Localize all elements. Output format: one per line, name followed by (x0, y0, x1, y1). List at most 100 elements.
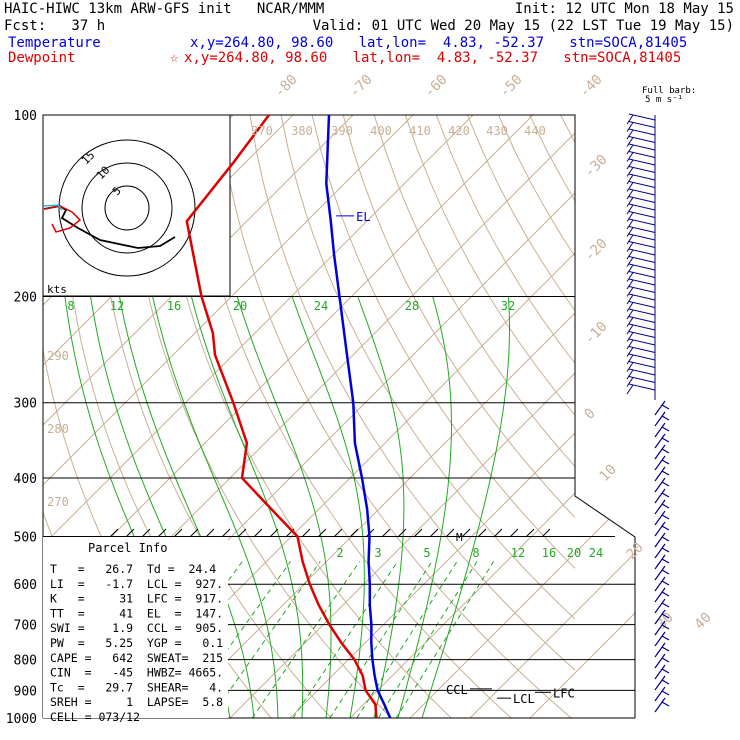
mixing-ratio-label: 3 (374, 546, 381, 560)
pressure-label: 400 (14, 472, 37, 487)
hatch-mark (157, 528, 167, 538)
parcel-info-row: CELL = 073/12 (50, 710, 140, 724)
isotherm-label: 10 (597, 462, 620, 485)
moist-adiabat-label: 20 (233, 299, 247, 313)
wind-barb (626, 279, 634, 290)
parcel-info-row: CIN = -45 HWBZ= 4665. (50, 666, 223, 680)
wind-barb (654, 642, 666, 658)
wind-barb (661, 404, 670, 410)
wind-barb (628, 263, 656, 271)
wind-barb (661, 602, 670, 608)
wind-barb (654, 411, 666, 427)
wind-barb (661, 668, 670, 674)
wind-barb (626, 227, 634, 237)
wind-barb (628, 308, 656, 316)
hatch-mark (541, 528, 551, 538)
wind-barb (626, 324, 634, 335)
wind-barb (626, 332, 634, 342)
dry-adiabat (218, 115, 572, 718)
ccl-label: CCL (446, 683, 468, 697)
wind-barb (628, 151, 656, 158)
mixing-ratio-line (356, 561, 458, 718)
wind-barb (654, 686, 666, 702)
wind-barb (626, 309, 634, 320)
hatch-mark (205, 528, 215, 538)
wind-barb (626, 159, 634, 170)
wind-barb (628, 181, 656, 188)
parcel-info-row: T = 26.7 Td = 24.4 (50, 562, 216, 576)
wind-barb (626, 249, 634, 260)
wind-barb (628, 196, 656, 203)
dry-adiabat (187, 115, 512, 718)
wind-barb (654, 609, 666, 625)
parcel-info-title: Parcel Info (88, 541, 167, 555)
mixing-ratio-label: 16 (542, 546, 556, 560)
hatch-mark (397, 528, 407, 538)
wind-barb (654, 620, 666, 636)
wind-barb (661, 525, 670, 531)
wind-barb (654, 598, 666, 614)
parcel-info-box (43, 537, 228, 718)
wind-barb (654, 422, 666, 438)
hatch-mark (221, 528, 231, 538)
isotherm-line (516, 115, 635, 718)
dry-adiabat (249, 115, 575, 671)
mixing-ratio-line (209, 561, 321, 718)
hatch-mark (301, 528, 311, 538)
hatch-mark (429, 528, 439, 538)
wind-barb (626, 137, 634, 147)
moist-adiabat-label: 32 (501, 299, 515, 313)
wind-barb (661, 580, 670, 586)
wind-barb (661, 426, 670, 432)
hodograph-ring (104, 185, 150, 231)
isotherm-label: -20 (582, 236, 611, 265)
isotherm-label: -50 (497, 72, 526, 101)
wind-barb (654, 543, 666, 559)
moist-adiabat-label: 12 (110, 299, 124, 313)
wind-barb (661, 646, 670, 652)
wind-barb (661, 459, 670, 465)
wind-barb (661, 481, 670, 487)
wind-barb (628, 188, 656, 196)
wind-barb (626, 369, 634, 380)
theta-label: 280 (47, 422, 69, 436)
isotherm-label: -30 (582, 152, 611, 181)
isotherm-label: -40 (577, 72, 606, 101)
wind-barb (628, 218, 656, 226)
wind-barb (626, 362, 634, 372)
wind-barb (661, 437, 670, 443)
mixing-ratio-label: 20 (567, 546, 581, 560)
dewpoint-marker-icon: ☆ (170, 50, 179, 66)
theta-label: 390 (331, 124, 353, 138)
wind-barb (654, 653, 666, 669)
wind-barb (628, 128, 656, 136)
dry-adiabat (280, 115, 575, 620)
wind-barb (661, 448, 670, 454)
isotherm-label: 40 (692, 610, 715, 633)
wind-barb (628, 286, 656, 293)
wind-barb (628, 166, 656, 173)
wind-barb (626, 204, 634, 215)
temperature-legend-label: Temperature (8, 35, 101, 51)
dry-adiabat (623, 115, 740, 718)
wind-barb (628, 323, 656, 331)
hatch-mark (269, 528, 279, 538)
wind-barb (654, 466, 666, 482)
wind-barb (626, 212, 634, 222)
wind-barb (628, 211, 656, 218)
wind-barb (626, 339, 634, 350)
wind-barb (628, 338, 656, 346)
wind-barb (661, 470, 670, 476)
isotherm-line (336, 115, 635, 718)
moist-adiabat (236, 296, 332, 718)
temperature-legend-info: x,y=264.80, 98.60 lat,lon= 4.83, -52.37 … (190, 35, 688, 51)
wind-barb (626, 272, 634, 282)
wind-barb (626, 174, 634, 185)
wind-barb (654, 521, 666, 537)
wind-barb (628, 203, 656, 211)
wind-barb (628, 136, 656, 143)
hodograph-box (42, 114, 231, 297)
pressure-label: 900 (14, 684, 37, 699)
moist-adiabat-label: 24 (314, 299, 328, 313)
wind-barb (654, 554, 666, 570)
